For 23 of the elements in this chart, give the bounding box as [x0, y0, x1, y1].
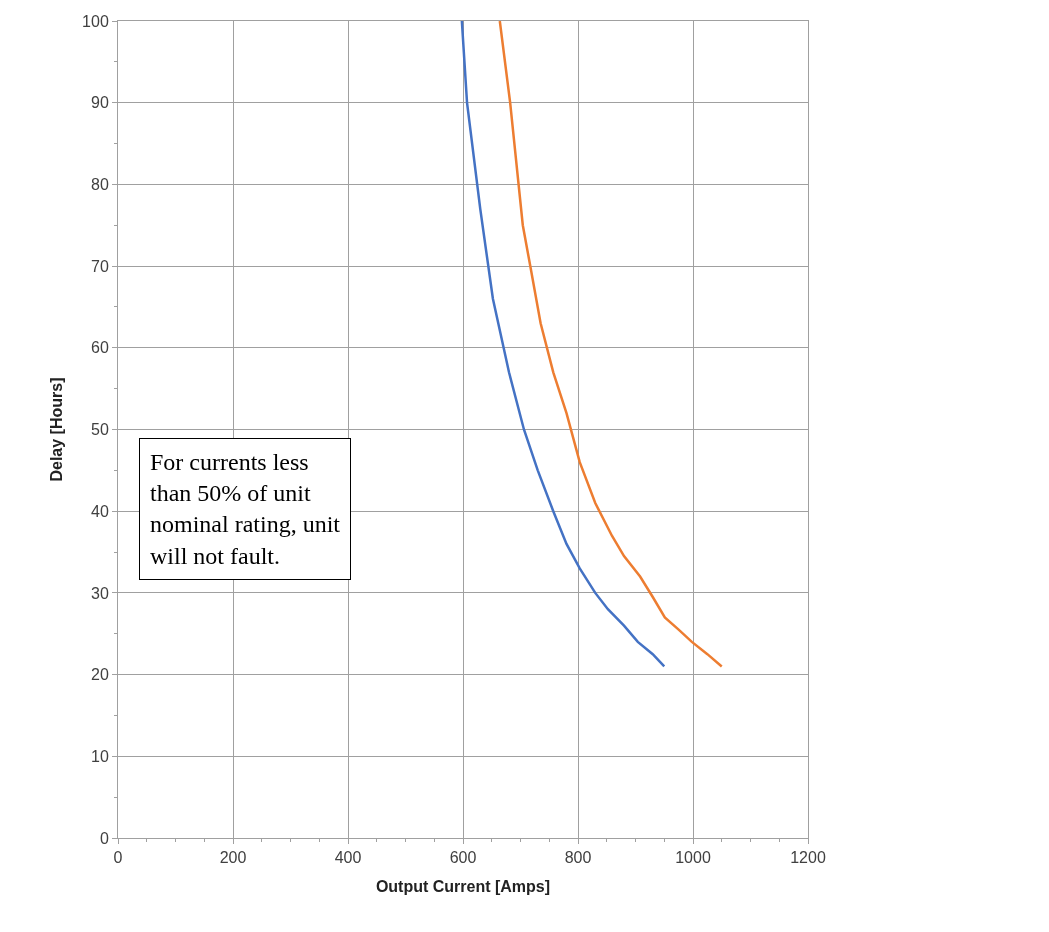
y-tick-label: 70 [91, 257, 109, 275]
y-tick-label: 40 [91, 502, 109, 520]
y-tick-label: 80 [91, 176, 109, 193]
x-tick-label: 0 [113, 849, 123, 867]
x-axis-title: Output Current [Amps] [375, 877, 551, 895]
y-tick-label: 20 [91, 666, 109, 684]
annotation: For currents less than 50% of unit nominal rating, unit will not fault. [150, 449, 341, 569]
x-tick-label: 200 [219, 849, 247, 867]
y-tick-label: 0 [99, 829, 109, 847]
y-tick-label: 30 [91, 584, 109, 602]
y-tick-label: 60 [91, 339, 109, 357]
line-series [498, 21, 723, 668]
x-tick-label: 1000 [675, 849, 711, 867]
x-tick-label: 1200 [790, 849, 826, 867]
y-tick-label: 10 [91, 747, 109, 765]
y-tick-label: 90 [91, 94, 109, 112]
x-tick-label: 400 [334, 849, 362, 867]
y-tick-label: 100 [82, 12, 109, 30]
x-tick-label: 800 [564, 849, 592, 867]
y-axis-title: Delay [Hours] [48, 377, 65, 482]
x-tick-label: 600 [449, 849, 477, 867]
y-tick-label: 50 [91, 421, 109, 439]
line-series [460, 21, 666, 668]
